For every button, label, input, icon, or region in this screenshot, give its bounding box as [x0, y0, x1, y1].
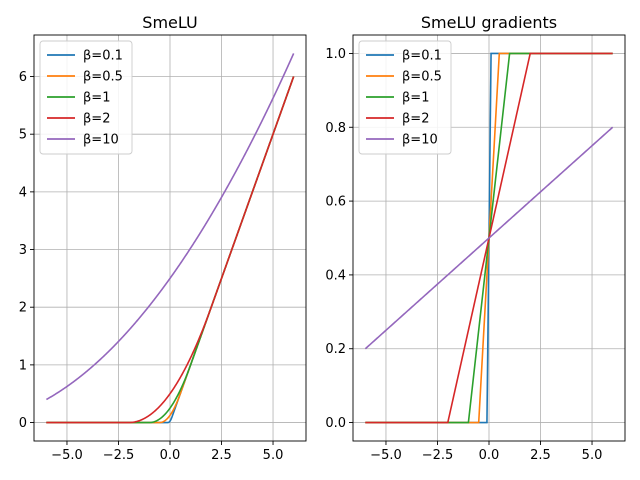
series-line-beta-10 — [364, 126, 614, 350]
y-tick-label: 0.2 — [325, 342, 346, 357]
y-tick-label: 5 — [19, 128, 27, 143]
y-tick-label: 0 — [19, 416, 27, 431]
y-tick-label: 0.4 — [325, 268, 346, 283]
y-tick-label: 3 — [19, 243, 27, 258]
y-tick-label: 2 — [19, 301, 27, 316]
chart-title: SmeLU — [142, 13, 197, 32]
y-tick-label: 4 — [19, 185, 27, 200]
series-line-beta-2 — [46, 76, 295, 424]
smelu-gradients-panel: SmeLU gradients −5.0 −2.5 0.0 2.5 5.0 0.0 0.2 0… — [325, 13, 626, 463]
legend-label: β=1 — [402, 91, 429, 106]
x-tick-label: 0.0 — [160, 448, 181, 463]
x-tick-label: 2.5 — [211, 448, 232, 463]
x-tick-label: −2.5 — [103, 448, 135, 463]
series-line-beta-10 — [45, 53, 295, 401]
legend-label: β=0.5 — [83, 70, 123, 85]
x-tick-label: −5.0 — [370, 448, 402, 463]
legend-box — [358, 40, 452, 155]
chart-title: SmeLU gradients — [421, 13, 557, 32]
legend-label: β=1 — [83, 91, 110, 106]
legend-label: β=0.1 — [83, 49, 123, 64]
y-tick-label: 1.0 — [325, 47, 346, 62]
smelu-panel: SmeLU −5.0 −2.5 0.0 2.5 5.0 0 1 2 3 4 5 6 β=0.1 β=0.5… — [19, 13, 307, 463]
y-tick-label: 6 — [19, 70, 27, 85]
x-tick-label: 2.5 — [530, 448, 551, 463]
x-tick-label: 5.0 — [582, 448, 603, 463]
y-tick-label: 0.6 — [325, 195, 346, 210]
legend-label: β=10 — [83, 133, 119, 148]
x-tick-label: −2.5 — [422, 448, 454, 463]
x-tick-label: −5.0 — [51, 448, 83, 463]
x-tick-label: 0.0 — [479, 448, 500, 463]
x-tick-label: 5.0 — [263, 448, 284, 463]
legend-box — [39, 40, 133, 155]
legend-label: β=2 — [402, 112, 429, 127]
legend-label: β=10 — [402, 133, 438, 148]
legend-label: β=2 — [83, 112, 110, 127]
y-tick-label: 0.0 — [325, 416, 346, 431]
y-tick-label: 0.8 — [325, 121, 346, 136]
legend-label: β=0.5 — [402, 70, 442, 85]
legend-label: β=0.1 — [402, 49, 442, 64]
y-tick-label: 1 — [19, 358, 27, 373]
